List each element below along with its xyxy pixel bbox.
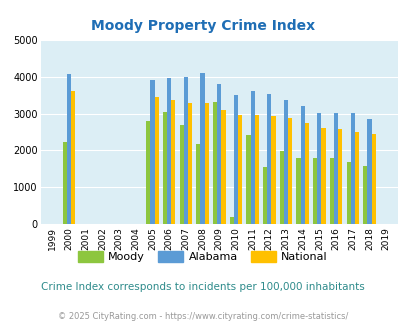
Bar: [200, 73, 204, 224]
Bar: [166, 79, 171, 224]
Bar: [171, 100, 175, 224]
Bar: [337, 129, 341, 224]
Bar: [304, 123, 308, 224]
Bar: [300, 107, 304, 224]
Bar: [333, 113, 337, 224]
Legend: Moody, Alabama, National: Moody, Alabama, National: [74, 247, 331, 267]
Bar: [317, 113, 321, 224]
Bar: [217, 84, 221, 224]
Bar: [350, 113, 354, 224]
Bar: [183, 77, 188, 224]
Bar: [67, 74, 71, 224]
Bar: [329, 158, 333, 224]
Bar: [288, 118, 292, 224]
Text: Moody Property Crime Index: Moody Property Crime Index: [91, 19, 314, 33]
Bar: [367, 119, 371, 224]
Text: Crime Index corresponds to incidents per 100,000 inhabitants: Crime Index corresponds to incidents per…: [41, 282, 364, 292]
Bar: [237, 115, 242, 224]
Bar: [62, 142, 67, 224]
Bar: [362, 166, 367, 224]
Bar: [346, 162, 350, 224]
Bar: [262, 168, 266, 224]
Bar: [371, 134, 375, 224]
Bar: [71, 91, 75, 224]
Bar: [266, 94, 271, 224]
Bar: [271, 116, 275, 224]
Bar: [150, 80, 154, 224]
Bar: [279, 151, 283, 224]
Bar: [246, 135, 250, 224]
Bar: [204, 103, 208, 224]
Bar: [354, 132, 358, 224]
Bar: [254, 115, 258, 224]
Bar: [312, 158, 317, 224]
Bar: [233, 95, 237, 224]
Bar: [321, 128, 325, 224]
Bar: [179, 125, 183, 224]
Bar: [188, 103, 192, 224]
Bar: [213, 102, 217, 224]
Bar: [221, 110, 225, 224]
Bar: [229, 217, 233, 224]
Text: © 2025 CityRating.com - https://www.cityrating.com/crime-statistics/: © 2025 CityRating.com - https://www.city…: [58, 312, 347, 321]
Bar: [283, 100, 288, 224]
Bar: [250, 91, 254, 224]
Bar: [196, 144, 200, 224]
Bar: [154, 96, 158, 224]
Bar: [146, 121, 150, 224]
Bar: [162, 112, 166, 224]
Bar: [296, 158, 300, 224]
